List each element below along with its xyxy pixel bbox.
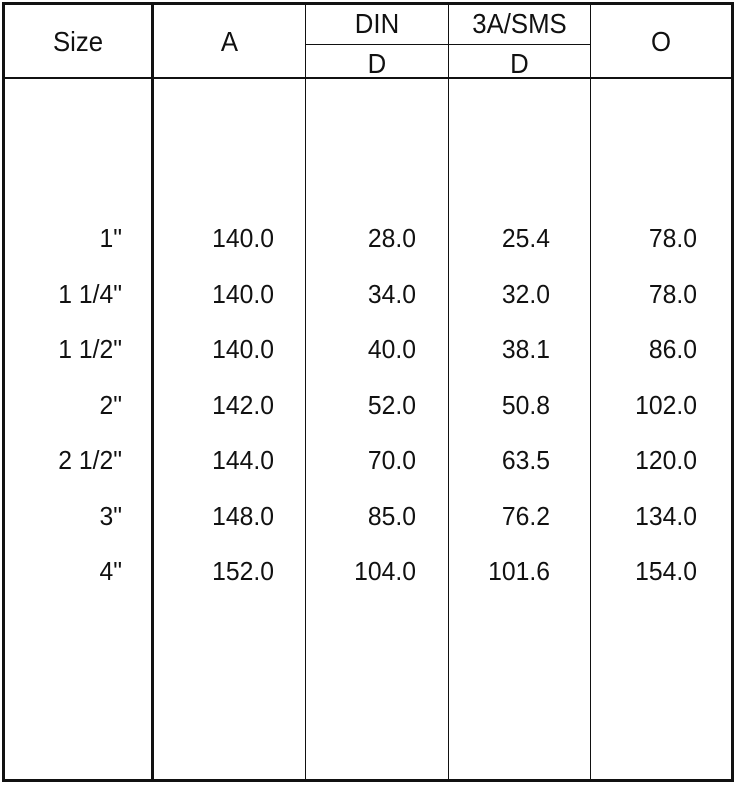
din-d-cell: 104.0 bbox=[354, 556, 416, 586]
header-size: Size bbox=[52, 26, 104, 57]
a-cell: 148.0 bbox=[212, 500, 274, 531]
header-sms-sub: D bbox=[510, 48, 529, 79]
column-rule bbox=[305, 2, 306, 782]
header-din-sub: D bbox=[367, 48, 387, 79]
din-d-cell: 40.0 bbox=[367, 334, 416, 364]
din-d-cell: 70.0 bbox=[367, 445, 416, 475]
o-cell: 102.0 bbox=[635, 389, 697, 420]
o-cell: 78.0 bbox=[648, 278, 697, 309]
o-cell: 78.0 bbox=[648, 223, 697, 253]
din-d-cell: 28.0 bbox=[367, 223, 416, 253]
size-cell: 2" bbox=[99, 389, 122, 420]
column-rule bbox=[590, 2, 591, 782]
size-cell: 2 1/2" bbox=[58, 445, 122, 475]
header-din: DIN bbox=[354, 8, 400, 39]
a-cell: 152.0 bbox=[212, 556, 274, 586]
o-cell: 86.0 bbox=[648, 334, 697, 364]
sms-d-cell: 101.6 bbox=[488, 556, 550, 586]
din-d-cell: 85.0 bbox=[367, 500, 416, 531]
o-cell: 120.0 bbox=[635, 445, 697, 475]
o-cell: 154.0 bbox=[635, 556, 697, 586]
header-rule bbox=[2, 77, 734, 79]
a-cell: 140.0 bbox=[212, 223, 274, 253]
sms-d-cell: 76.2 bbox=[501, 500, 550, 531]
subheader-rule bbox=[305, 44, 590, 45]
border-bottom bbox=[2, 779, 734, 782]
din-d-cell: 52.0 bbox=[367, 389, 416, 420]
a-cell: 144.0 bbox=[212, 445, 274, 475]
header-a: A bbox=[220, 26, 239, 57]
border-left bbox=[2, 2, 5, 782]
sms-d-cell: 25.4 bbox=[501, 223, 550, 253]
border-right bbox=[731, 2, 734, 782]
a-cell: 142.0 bbox=[212, 389, 274, 420]
size-cell: 3" bbox=[99, 500, 122, 531]
o-cell: 134.0 bbox=[635, 500, 697, 531]
sms-d-cell: 63.5 bbox=[501, 445, 550, 475]
sms-d-cell: 32.0 bbox=[501, 278, 550, 309]
size-cell: 1 1/2" bbox=[58, 334, 122, 364]
header-sms: 3A/SMS bbox=[472, 8, 567, 39]
header-o: O bbox=[650, 26, 672, 57]
sms-d-cell: 38.1 bbox=[501, 334, 550, 364]
column-rule bbox=[151, 2, 154, 782]
border-top bbox=[2, 2, 734, 5]
din-d-cell: 34.0 bbox=[367, 278, 416, 309]
size-cell: 1 1/4" bbox=[58, 278, 122, 309]
sms-d-cell: 50.8 bbox=[501, 389, 550, 420]
size-cell: 1" bbox=[99, 223, 122, 253]
a-cell: 140.0 bbox=[212, 334, 274, 364]
column-rule bbox=[448, 2, 449, 782]
size-cell: 4" bbox=[99, 556, 122, 586]
a-cell: 140.0 bbox=[212, 278, 274, 309]
